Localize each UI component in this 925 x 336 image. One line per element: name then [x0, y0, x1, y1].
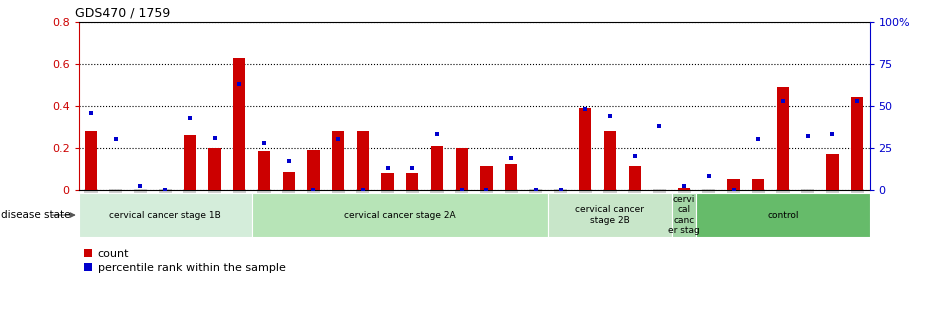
Bar: [431, 146, 443, 190]
Bar: [233, 57, 245, 190]
Bar: [604, 131, 616, 190]
Bar: [79, 193, 252, 237]
Bar: [357, 131, 369, 190]
Bar: [332, 131, 344, 190]
Bar: [258, 151, 270, 190]
Text: cervical cancer
stage 2B: cervical cancer stage 2B: [575, 205, 645, 225]
Point: [528, 187, 543, 193]
Text: disease state: disease state: [1, 210, 70, 220]
Bar: [184, 135, 196, 190]
Bar: [252, 193, 549, 237]
Bar: [381, 173, 394, 190]
Bar: [282, 172, 295, 190]
Text: cervical cancer stage 1B: cervical cancer stage 1B: [109, 211, 221, 219]
Bar: [628, 166, 641, 190]
Text: cervical cancer stage 2A: cervical cancer stage 2A: [344, 211, 456, 219]
Point: [256, 140, 271, 145]
Point: [800, 133, 815, 139]
Legend: count, percentile rank within the sample: count, percentile rank within the sample: [84, 249, 286, 273]
Bar: [85, 131, 97, 190]
Bar: [549, 193, 672, 237]
Bar: [579, 108, 591, 190]
Bar: [851, 97, 863, 190]
Text: GDS470 / 1759: GDS470 / 1759: [75, 6, 170, 19]
Point: [726, 187, 741, 193]
Point: [479, 187, 494, 193]
Point: [504, 155, 519, 161]
Bar: [406, 173, 418, 190]
Bar: [455, 148, 468, 190]
Point: [207, 135, 222, 140]
Point: [108, 137, 123, 142]
Bar: [727, 179, 740, 190]
Bar: [672, 193, 697, 237]
Point: [850, 98, 865, 103]
Point: [83, 110, 98, 115]
Bar: [208, 148, 221, 190]
Point: [232, 81, 247, 87]
Text: cervi
cal
canc
er stag: cervi cal canc er stag: [668, 195, 700, 235]
Point: [331, 137, 346, 142]
Point: [602, 113, 617, 119]
Bar: [307, 150, 320, 190]
Point: [775, 98, 790, 103]
Point: [182, 115, 197, 120]
Point: [825, 132, 840, 137]
Point: [429, 132, 444, 137]
Point: [405, 165, 420, 171]
Point: [701, 174, 716, 179]
Point: [652, 123, 667, 129]
Point: [355, 187, 370, 193]
Point: [677, 184, 692, 189]
Point: [553, 187, 568, 193]
Point: [158, 187, 173, 193]
Bar: [697, 193, 869, 237]
Point: [627, 154, 642, 159]
Bar: [826, 154, 839, 190]
Point: [133, 184, 148, 189]
Bar: [678, 188, 690, 190]
Point: [454, 187, 469, 193]
Point: [281, 159, 296, 164]
Bar: [777, 87, 789, 190]
Point: [578, 107, 593, 112]
Point: [380, 165, 395, 171]
Point: [751, 137, 766, 142]
Text: control: control: [767, 211, 799, 219]
Point: [306, 187, 321, 193]
Bar: [505, 164, 517, 190]
Bar: [752, 179, 764, 190]
Bar: [480, 166, 493, 190]
